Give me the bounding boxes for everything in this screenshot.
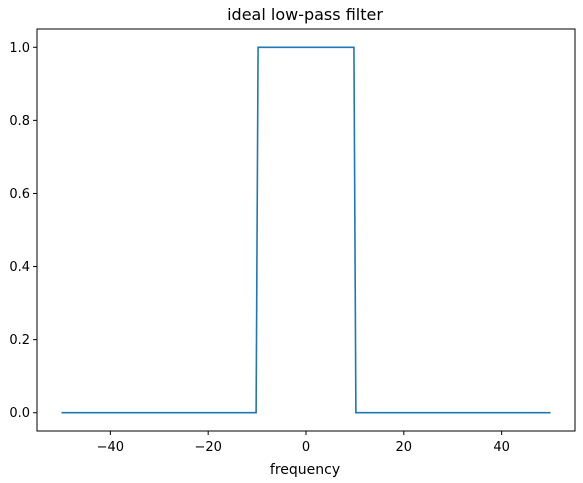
x-tick-label: −20 <box>194 440 221 455</box>
x-tick-label: 20 <box>396 440 413 455</box>
y-tick-label: 1.0 <box>9 41 30 56</box>
y-tick-label: 0.8 <box>9 114 30 129</box>
y-tick-label: 0.0 <box>9 406 30 421</box>
x-axis: −40 −20 0 20 40 <box>97 431 510 455</box>
y-tick-label: 0.6 <box>9 187 30 202</box>
y-tick-label: 0.2 <box>9 333 30 348</box>
series-line-0 <box>61 46 551 414</box>
chart-title: ideal low-pass filter <box>227 5 383 24</box>
x-tick-label: −40 <box>97 440 124 455</box>
plot-area-frame <box>36 28 576 432</box>
x-tick-label: 0 <box>302 440 310 455</box>
x-tick-label: 40 <box>493 440 510 455</box>
series-layer <box>61 46 551 414</box>
y-axis: 0.0 0.2 0.4 0.6 0.8 1.0 <box>9 41 37 421</box>
x-axis-title: frequency <box>270 462 340 478</box>
y-tick-label: 0.4 <box>9 260 30 275</box>
